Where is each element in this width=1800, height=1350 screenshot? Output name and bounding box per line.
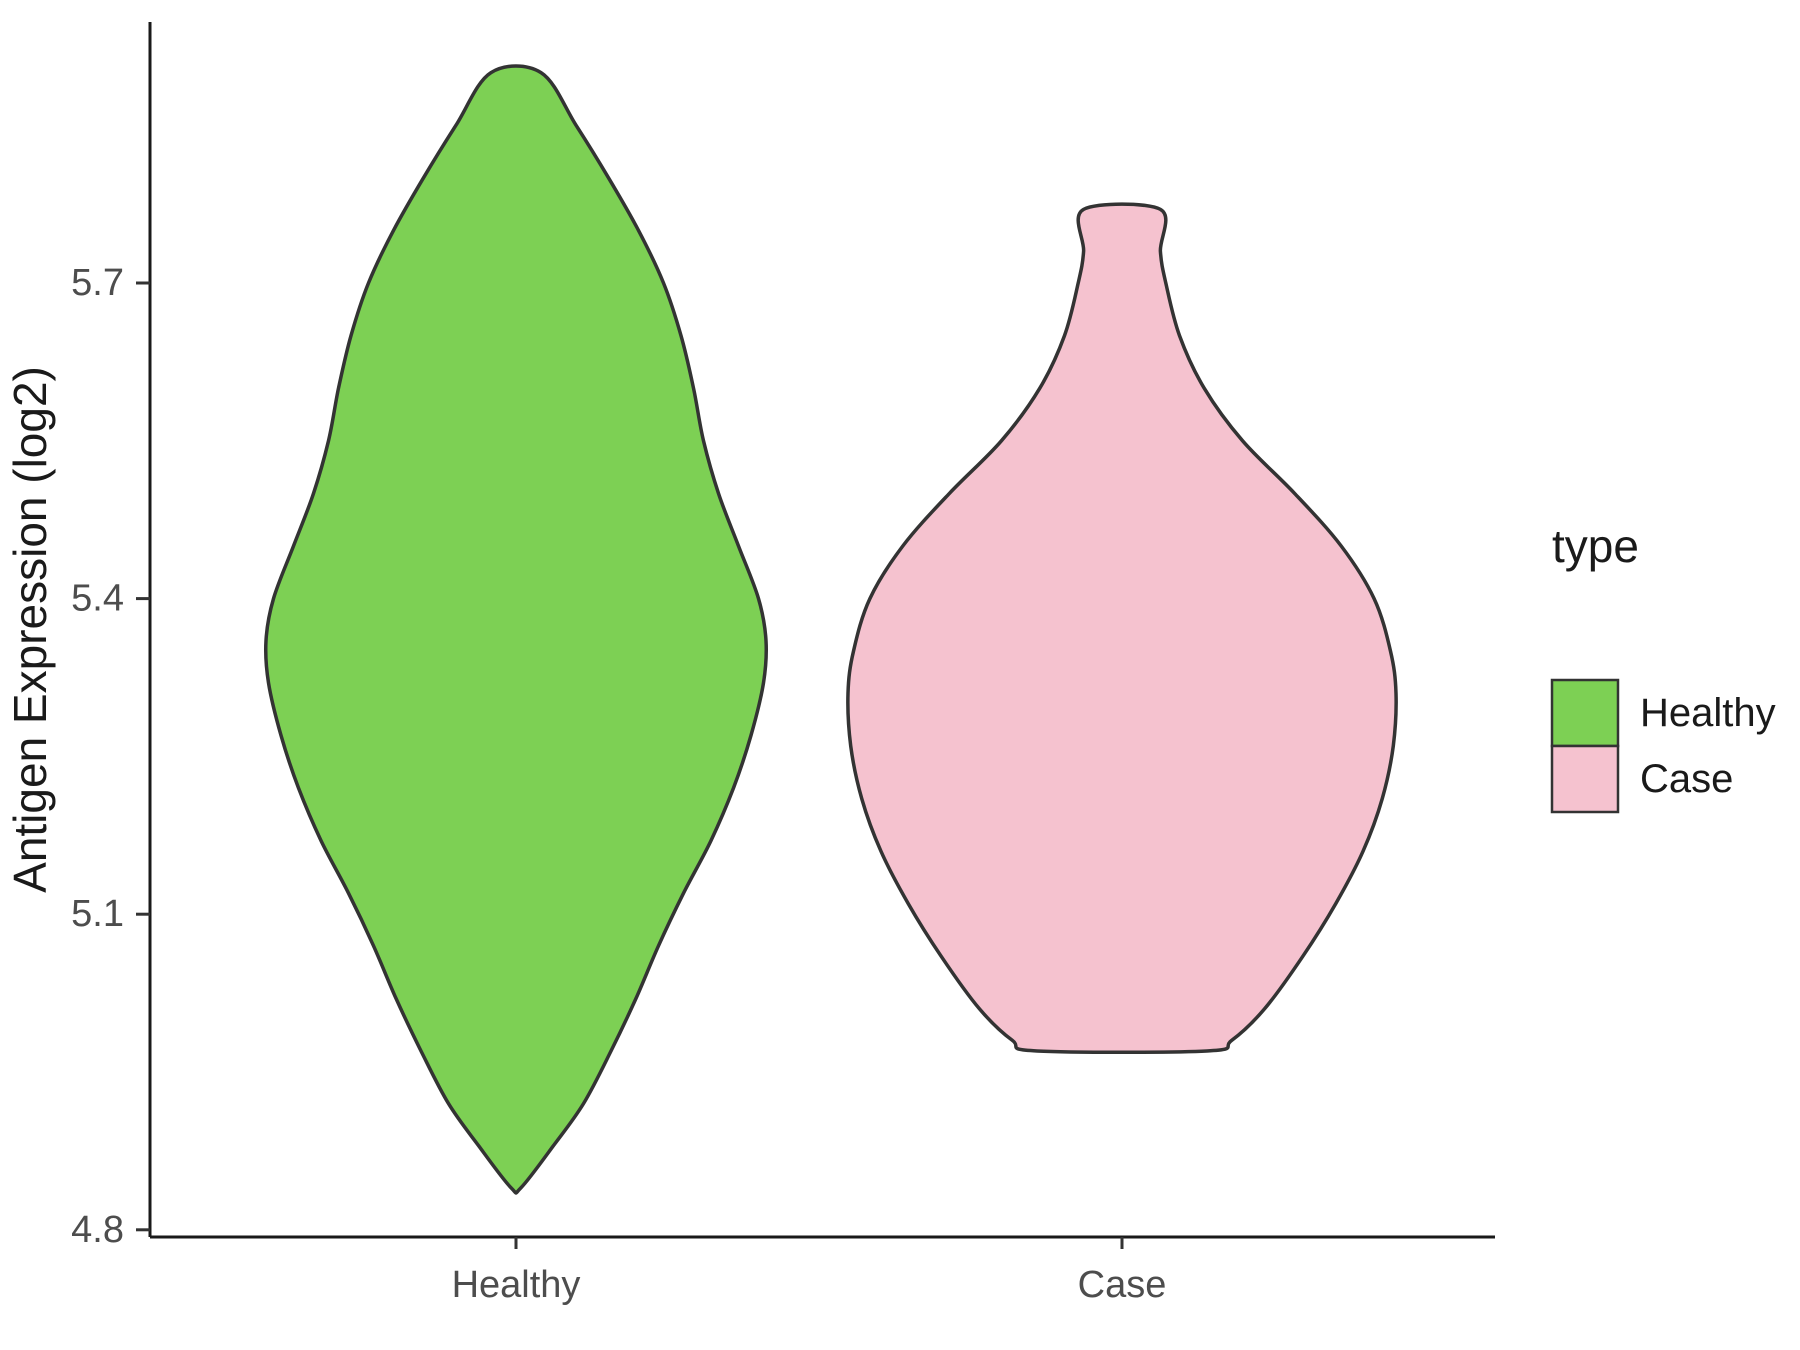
y-axis-title: Antigen Expression (log2) <box>4 366 56 893</box>
x-category-label-case: Case <box>1078 1264 1167 1306</box>
legend-key-case-swatch <box>1550 744 1620 814</box>
legend-title: type <box>1552 520 1639 572</box>
legend-label-case: Case <box>1640 757 1733 801</box>
y-tick-label: 5.1 <box>71 893 124 935</box>
legend-label-healthy: Healthy <box>1640 691 1776 735</box>
violin-healthy <box>263 64 769 1195</box>
violin-case <box>846 202 1398 1055</box>
y-tick-label: 5.4 <box>71 578 124 620</box>
y-tick-label: 4.8 <box>71 1209 124 1251</box>
legend-key-healthy-swatch <box>1550 678 1620 748</box>
x-category-label-healthy: Healthy <box>452 1264 581 1306</box>
y-tick-label: 5.7 <box>71 262 124 304</box>
